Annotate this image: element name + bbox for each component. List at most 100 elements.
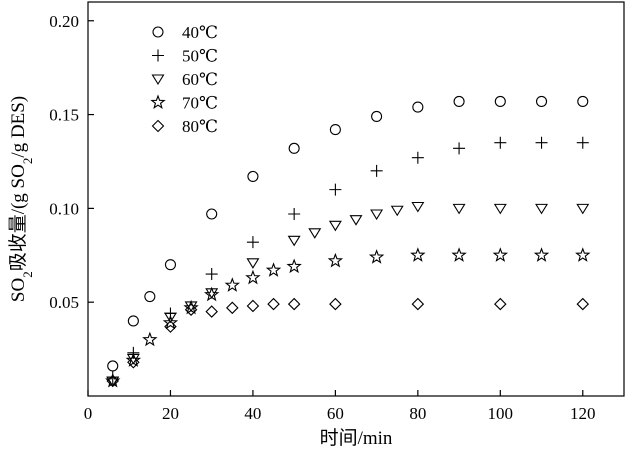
data-point-triangle-down xyxy=(308,228,322,239)
legend-item: 40℃ xyxy=(152,23,218,42)
data-point-diamond xyxy=(411,297,425,311)
data-point-circle xyxy=(329,124,341,136)
data-point-triangle-down xyxy=(452,203,466,215)
legend-label: 60℃ xyxy=(182,70,218,89)
data-point-diamond xyxy=(226,301,239,315)
y-axis-label-part: SO xyxy=(8,278,29,302)
data-point-circle xyxy=(107,360,119,372)
legend-marker-circle xyxy=(152,26,164,38)
axis-ticks xyxy=(87,20,584,396)
data-point-star xyxy=(575,247,591,262)
data-point-star xyxy=(162,314,179,330)
legend-label: 70℃ xyxy=(182,94,218,113)
data-point-plus xyxy=(246,236,259,249)
data-point-circle xyxy=(453,95,465,107)
data-point-diamond xyxy=(287,297,301,311)
data-point-diamond xyxy=(106,374,120,388)
y-axis-label-part: /g DES) xyxy=(8,96,29,158)
data-point-triangle-down xyxy=(411,201,425,213)
legend-label: 80℃ xyxy=(182,117,218,136)
data-point-diamond xyxy=(576,297,590,311)
data-point-triangle-down xyxy=(576,203,590,215)
data-point-star xyxy=(286,258,302,274)
data-point-diamond xyxy=(494,297,507,311)
legend-marker-star xyxy=(150,94,166,110)
y-tick-label: 0.05 xyxy=(49,293,79,312)
data-point-circle xyxy=(144,291,156,303)
data-point-diamond xyxy=(246,299,260,313)
data-point-plus xyxy=(494,136,507,149)
series-triangle-down xyxy=(106,201,590,388)
data-point-circle xyxy=(535,95,548,107)
series-circle xyxy=(107,95,589,372)
plot-frame xyxy=(87,1,625,397)
x-tick-label: 80 xyxy=(409,404,426,423)
x-tick-label: 100 xyxy=(488,404,514,423)
data-point-star xyxy=(533,247,550,262)
y-axis-label-subscript: 2 xyxy=(20,271,35,278)
data-point-triangle-down xyxy=(184,301,198,312)
data-point-diamond xyxy=(205,305,218,318)
data-point-triangle-down xyxy=(390,205,404,217)
axis-tick-labels: 0 20 40 60 80 100 120 0.05 0.10 0.15 0.20 xyxy=(49,12,595,423)
y-axis-label-subscript: 2 xyxy=(20,158,35,165)
legend-marker-plus xyxy=(152,49,164,62)
data-point-star xyxy=(451,247,467,262)
data-point-star xyxy=(203,286,220,302)
data-point-triangle-down xyxy=(328,220,342,232)
legend-marker-diamond xyxy=(151,119,165,133)
data-point-star xyxy=(492,247,509,262)
legend-item: 50℃ xyxy=(152,47,218,66)
data-point-plus xyxy=(576,136,589,149)
y-tick-label: 0.15 xyxy=(49,106,79,125)
data-point-triangle-down xyxy=(287,235,301,247)
legend-item: 60℃ xyxy=(151,70,218,89)
data-point-circle xyxy=(127,315,139,327)
data-point-circle xyxy=(164,259,177,271)
x-tick-label: 20 xyxy=(162,404,179,423)
legend-marker-triangle-down xyxy=(151,74,165,86)
data-point-circle xyxy=(247,170,259,183)
legend-item: 80℃ xyxy=(151,117,218,136)
data-point-star xyxy=(142,331,158,347)
data-point-star xyxy=(410,247,426,262)
data-point-star xyxy=(105,372,121,388)
data-point-circle xyxy=(288,142,300,154)
x-tick-label: 60 xyxy=(327,404,344,423)
data-point-triangle-down xyxy=(493,203,507,215)
data-point-circle xyxy=(494,95,506,107)
data-point-circle xyxy=(206,208,218,220)
y-axis-label-part: 吸收量/(g SO xyxy=(7,164,29,271)
data-markers xyxy=(105,95,591,388)
y-axis-label: SO2吸收量/(g SO2/g DES) xyxy=(7,96,35,302)
legend-item: 70℃ xyxy=(150,94,218,113)
y-tick-label: 0.20 xyxy=(49,12,79,31)
data-point-triangle-down xyxy=(246,258,260,269)
data-point-star xyxy=(265,262,282,277)
x-axis-label: 时间/min xyxy=(320,427,393,449)
data-point-diamond xyxy=(127,355,140,369)
data-point-star xyxy=(125,352,142,367)
data-point-plus xyxy=(370,164,383,177)
data-point-circle xyxy=(577,95,589,107)
data-point-triangle-down xyxy=(370,209,384,221)
data-point-diamond xyxy=(164,320,177,333)
data-point-triangle-down xyxy=(349,215,363,226)
x-tick-label: 120 xyxy=(570,404,596,423)
data-point-triangle-down xyxy=(535,203,549,215)
legend: 40℃ 50℃ 60℃ 70℃ 80℃ xyxy=(150,23,218,136)
x-tick-label: 0 xyxy=(84,404,93,423)
data-point-star xyxy=(368,249,385,264)
data-point-plus xyxy=(205,268,218,281)
data-point-plus xyxy=(411,151,424,164)
x-tick-label: 40 xyxy=(244,404,261,423)
data-point-triangle-down xyxy=(163,312,177,324)
legend-label: 40℃ xyxy=(182,23,218,42)
data-point-star xyxy=(327,252,344,268)
data-point-plus xyxy=(329,183,342,196)
data-point-diamond xyxy=(267,297,280,311)
data-point-diamond xyxy=(329,297,342,311)
legend-label: 50℃ xyxy=(182,47,218,66)
